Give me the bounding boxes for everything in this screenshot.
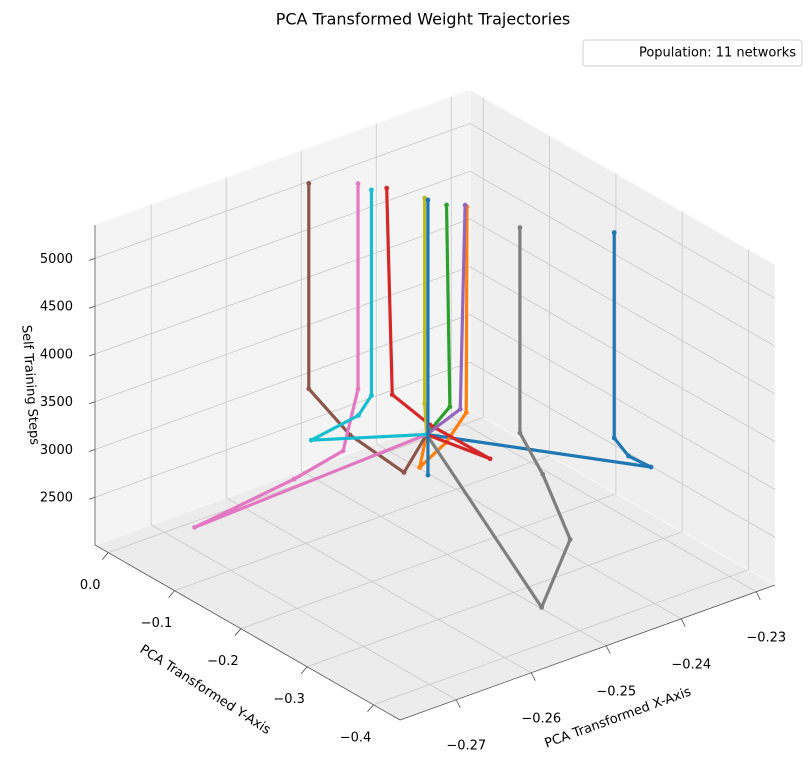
trajectory — [193, 182, 429, 529]
tick-mark — [88, 401, 96, 405]
trajectory-point — [648, 464, 654, 470]
trajectory-point — [422, 401, 428, 406]
trajectory-point — [347, 432, 353, 438]
trajectory-point — [611, 435, 617, 441]
grid-line — [94, 123, 471, 259]
trajectory-point — [540, 471, 546, 477]
x-tick-label: −0.26 — [521, 711, 561, 726]
trajectory-point — [355, 181, 361, 187]
tick-mark — [605, 645, 611, 654]
grid-line — [469, 123, 776, 299]
grid-line — [307, 531, 683, 668]
grid-line — [94, 266, 471, 403]
grid-line — [151, 524, 457, 701]
trajectory-point — [517, 430, 523, 436]
y-tick-label: −0.2 — [207, 654, 239, 669]
y-tick-label: −0.4 — [340, 730, 372, 745]
x-tick-label: −0.24 — [671, 657, 711, 672]
tick-mark — [101, 552, 109, 560]
grid-line — [226, 497, 532, 674]
z-tick-label: 3500 — [40, 395, 73, 410]
grid-line — [301, 470, 607, 647]
tick-mark — [680, 618, 686, 627]
trajectory-point — [306, 386, 312, 392]
trajectory-point — [340, 448, 346, 454]
z-axis-label: Self Training Steps — [18, 324, 41, 445]
z-tick-label: 3000 — [40, 443, 73, 458]
trajectory-point — [487, 456, 493, 462]
trajectory-point — [384, 185, 390, 191]
y-tick-label: −0.1 — [141, 616, 173, 631]
z-tick-label: 5000 — [40, 252, 73, 267]
tick-mark — [88, 258, 96, 261]
trajectory — [425, 225, 572, 609]
trajectory-point — [463, 410, 469, 415]
grid-line — [94, 218, 471, 355]
pane-back-right — [469, 89, 776, 586]
trajectory-point — [447, 404, 453, 410]
trajectory-point — [425, 197, 431, 203]
y-tick-label: 0.0 — [80, 578, 101, 593]
tick-mark — [300, 666, 308, 674]
z-tick-label: 2500 — [40, 491, 73, 506]
trajectory-point — [517, 225, 523, 230]
grid-line — [108, 417, 484, 553]
z-tick-label: 4500 — [40, 300, 73, 315]
grid-line — [94, 361, 471, 498]
z-tick-label: 4000 — [40, 347, 73, 362]
x-tick-label: −0.23 — [746, 630, 786, 645]
trajectory-point — [355, 386, 361, 392]
trajectory-point — [425, 472, 431, 478]
tick-mark — [88, 353, 96, 357]
legend-box — [582, 39, 803, 67]
tick-mark — [88, 449, 96, 452]
trajectory-point — [306, 181, 312, 186]
y-axis-line — [94, 544, 401, 721]
tick-mark — [168, 590, 175, 598]
trajectory-point — [444, 202, 449, 208]
x-tick-label: −0.25 — [596, 684, 636, 699]
x-axis-line — [399, 584, 776, 721]
tick-mark — [455, 699, 461, 708]
chart-title: PCA Transformed Weight Trajectories — [276, 10, 571, 29]
trajectory-point — [567, 537, 573, 542]
grid-line — [94, 314, 471, 450]
tick-mark — [88, 496, 96, 500]
trajectory-point — [539, 604, 545, 610]
tick-mark — [367, 704, 374, 713]
grid-line — [94, 170, 471, 307]
trajectory-point — [369, 392, 374, 398]
trajectory-point — [308, 437, 314, 443]
tick-mark — [234, 628, 242, 636]
grid-line — [174, 455, 550, 592]
y-tick-label: −0.3 — [273, 692, 305, 707]
trajectory-point — [417, 464, 423, 470]
trajectory-point — [611, 230, 617, 235]
grid-line — [240, 493, 617, 630]
trajectory-point — [457, 406, 463, 412]
trajectory-point — [462, 202, 468, 208]
trajectory-point — [369, 187, 374, 193]
trajectory-point — [356, 412, 361, 418]
tick-mark — [530, 672, 536, 681]
trajectory-point — [389, 392, 395, 398]
tick-mark — [755, 591, 761, 600]
tick-mark — [88, 305, 96, 309]
trajectory-point — [401, 470, 407, 475]
trajectory-point — [626, 453, 631, 459]
trajectory-point — [192, 524, 198, 530]
grid-line — [469, 170, 776, 347]
legend-label: Population: 11 networks — [639, 46, 796, 61]
x-tick-label: −0.27 — [446, 738, 486, 753]
grid-line — [373, 569, 749, 706]
trajectory-point — [291, 476, 297, 482]
y-axis-label: PCA Transformed Y-Axis — [137, 642, 273, 738]
